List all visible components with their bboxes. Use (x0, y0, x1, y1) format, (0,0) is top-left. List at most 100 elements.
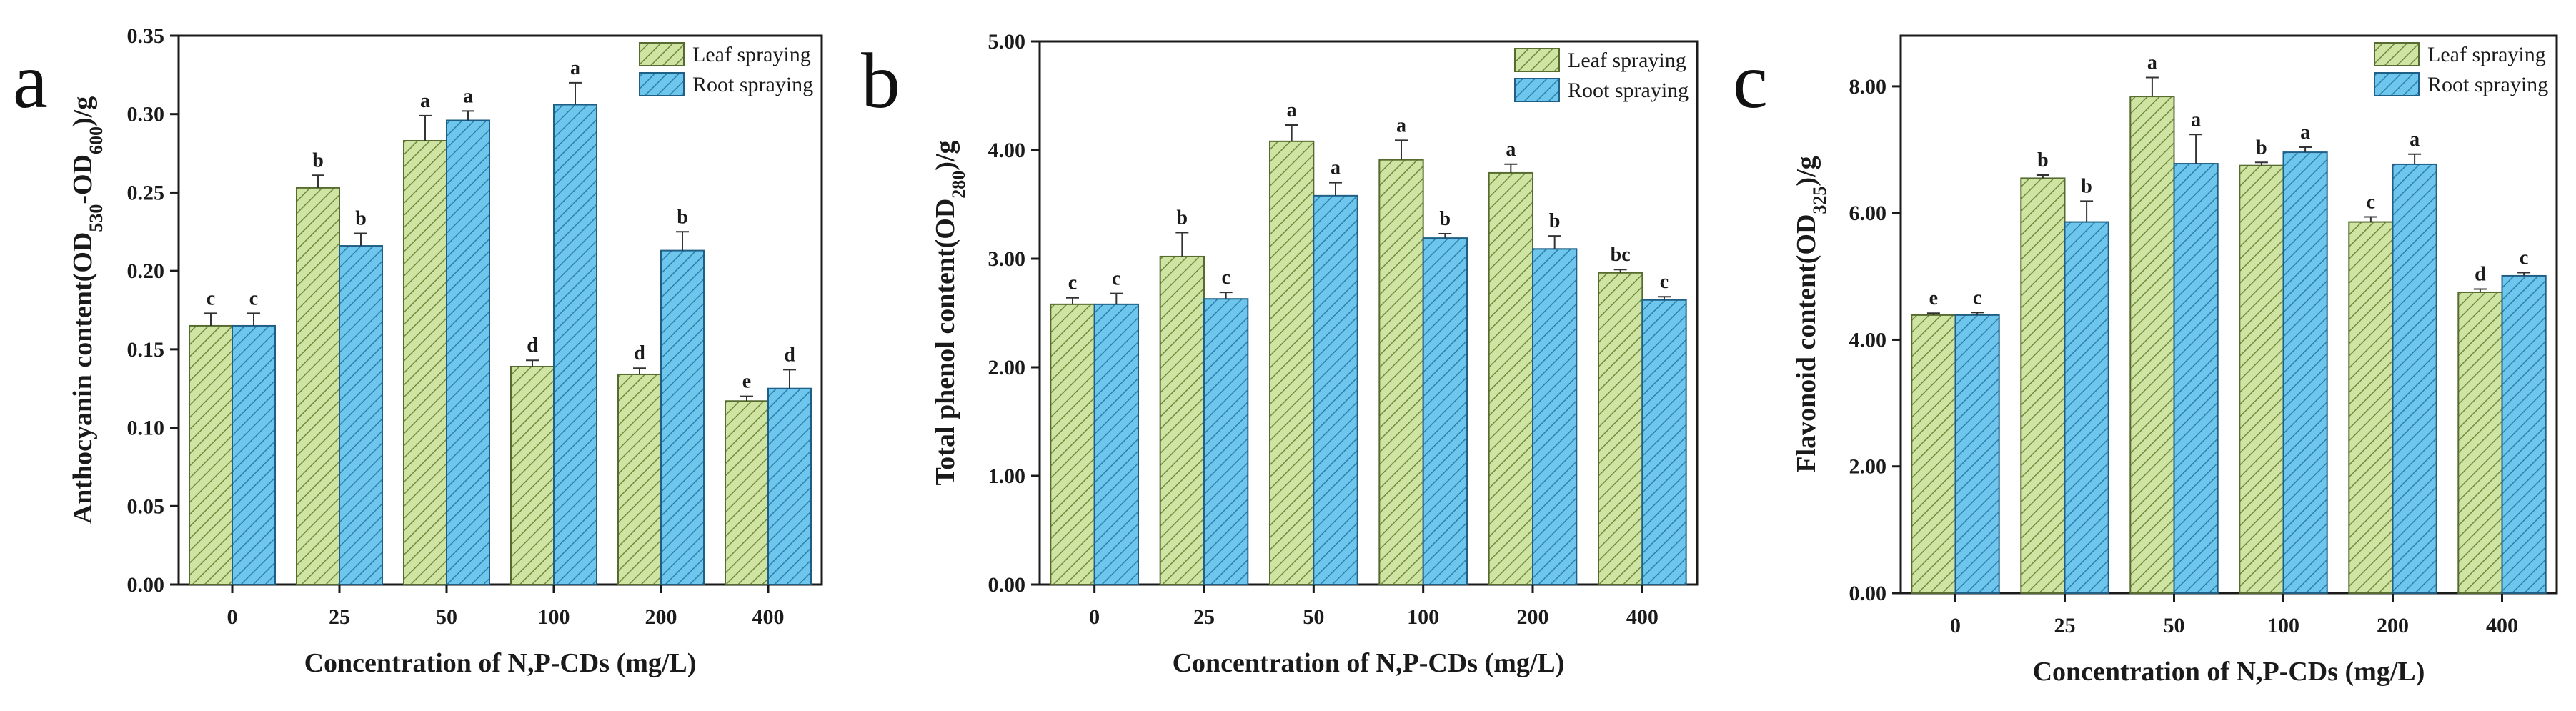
panel-letter: c (1733, 37, 1768, 124)
x-tick-label: 25 (329, 605, 350, 629)
y-tick-label: 0.25 (127, 181, 165, 204)
y-axis-title-part: Total phenol content(OD (930, 199, 960, 486)
y-tick-label: 0.00 (127, 573, 165, 597)
significance-letter: b (1177, 207, 1188, 229)
legend-label-root: Root spraying (2427, 73, 2548, 96)
legend-label-leaf: Leaf spraying (1568, 49, 1686, 72)
significance-letter: b (2037, 149, 2049, 171)
significance-letter: a (570, 57, 580, 79)
significance-letter: b (1440, 208, 1451, 230)
legend-label-leaf: Leaf spraying (692, 43, 811, 66)
significance-letter: d (634, 342, 645, 364)
legend-swatch-leaf (1514, 48, 1560, 72)
x-tick-label: 100 (538, 605, 570, 629)
y-tick-label: 5.00 (988, 30, 1026, 54)
significance-letter: c (2367, 192, 2375, 214)
x-tick-label: 400 (752, 605, 785, 629)
x-tick-label: 0 (1089, 605, 1100, 629)
significance-letter: b (1549, 210, 1561, 232)
significance-letter: c (1068, 272, 1077, 294)
bar-root-spraying (553, 104, 597, 585)
x-tick-label: 200 (645, 605, 677, 629)
bar-root-spraying (2501, 274, 2547, 594)
bar-leaf-spraying (2020, 177, 2066, 594)
x-tick-label: 100 (2267, 614, 2299, 637)
bar-root-spraying (339, 245, 383, 585)
significance-letter: d (527, 334, 538, 357)
significance-letter: d (2475, 264, 2486, 286)
significance-letter: e (1929, 287, 1938, 309)
y-tick-label: 2.00 (988, 356, 1026, 379)
x-tick-label: 400 (2486, 614, 2518, 637)
significance-letter: a (1287, 99, 1297, 121)
significance-letter: c (207, 287, 215, 309)
bar-leaf-spraying (510, 365, 555, 585)
x-tick-label: 50 (436, 605, 457, 629)
y-tick-label: 6.00 (1849, 202, 1887, 225)
chart-panel-a: a 0.00 0.05 0.10 0.15 0.20 0.25 0.30 0.35 0 c c 25 b b… (13, 24, 823, 678)
significance-letter: b (2256, 136, 2267, 159)
significance-letter: a (1331, 157, 1341, 179)
significance-letter: a (1506, 139, 1516, 161)
significance-letter: e (742, 371, 751, 393)
x-tick-label: 50 (1303, 605, 1324, 629)
y-axis-title-part: -OD (68, 154, 98, 204)
panel-letter: b (861, 37, 900, 124)
significance-letter: bc (1611, 244, 1631, 266)
y-axis-title-subscript: 530 (86, 204, 106, 232)
x-tick-label: 200 (2377, 614, 2409, 637)
x-tick-label: 200 (1517, 605, 1549, 629)
y-axis-title-part: )/g (930, 140, 960, 170)
bar-root-spraying (2282, 151, 2328, 595)
chart-panel-c: c 0.00 2.00 4.00 6.00 8.00 0 e c 25 b b 50 a a 100 b a 200… (1733, 34, 2558, 687)
y-axis-title-subscript: 325 (1809, 187, 1830, 214)
bar-root-spraying (1532, 248, 1578, 585)
x-tick-label: 0 (227, 605, 238, 629)
significance-letter: a (2300, 121, 2310, 144)
significance-letter: b (2081, 175, 2092, 197)
bar-leaf-spraying (1159, 255, 1205, 585)
bar-leaf-spraying (1598, 272, 1643, 585)
bar-leaf-spraying (1911, 314, 1956, 594)
plot-frame (177, 34, 823, 586)
bar-root-spraying (1641, 299, 1687, 585)
bar-leaf-spraying (296, 187, 340, 585)
legend-swatch-root (2374, 72, 2420, 96)
y-tick-label: 0.35 (127, 24, 165, 48)
x-axis-title: Concentration of N,P-CDs (mg/L) (2033, 657, 2425, 687)
y-tick-label: 1.00 (988, 464, 1026, 488)
y-axis-title: Anthocyanin content(OD530-OD600)/g (68, 96, 106, 524)
bar-root-spraying (1313, 194, 1358, 585)
y-axis-title: Flavonoid content(OD325)/g (1791, 156, 1830, 472)
significance-letter: c (1660, 271, 1669, 293)
bar-leaf-spraying (2239, 164, 2284, 595)
y-tick-label: 0.20 (127, 259, 165, 283)
significance-letter: a (1396, 114, 1406, 136)
x-tick-label: 25 (1193, 605, 1215, 629)
bar-leaf-spraying (1488, 171, 1534, 586)
significance-letter: c (1221, 267, 1230, 289)
y-tick-label: 0.00 (988, 573, 1026, 597)
y-tick-label: 0.10 (127, 417, 165, 440)
significance-letter: c (1112, 268, 1120, 290)
bar-leaf-spraying (617, 373, 662, 585)
significance-letter: a (2410, 129, 2420, 151)
legend-label-leaf: Leaf spraying (2427, 43, 2546, 66)
significance-letter: a (420, 90, 430, 112)
x-tick-label: 0 (1950, 614, 1961, 637)
y-tick-label: 0.00 (1849, 582, 1887, 605)
y-tick-label: 0.15 (127, 338, 165, 362)
y-axis-title-part: )/g (68, 96, 98, 126)
significance-letter: b (312, 149, 324, 171)
bar-root-spraying (660, 249, 705, 585)
bar-root-spraying (2064, 221, 2109, 595)
significance-letter: a (2191, 109, 2201, 131)
x-tick-label: 25 (2054, 614, 2076, 637)
y-tick-label: 4.00 (988, 139, 1026, 162)
significance-letter: a (2147, 52, 2157, 74)
x-tick-label: 400 (1626, 605, 1659, 629)
y-axis-title-subscript: 280 (948, 171, 969, 199)
y-tick-label: 8.00 (1849, 75, 1887, 99)
legend-label-root: Root spraying (692, 73, 813, 96)
